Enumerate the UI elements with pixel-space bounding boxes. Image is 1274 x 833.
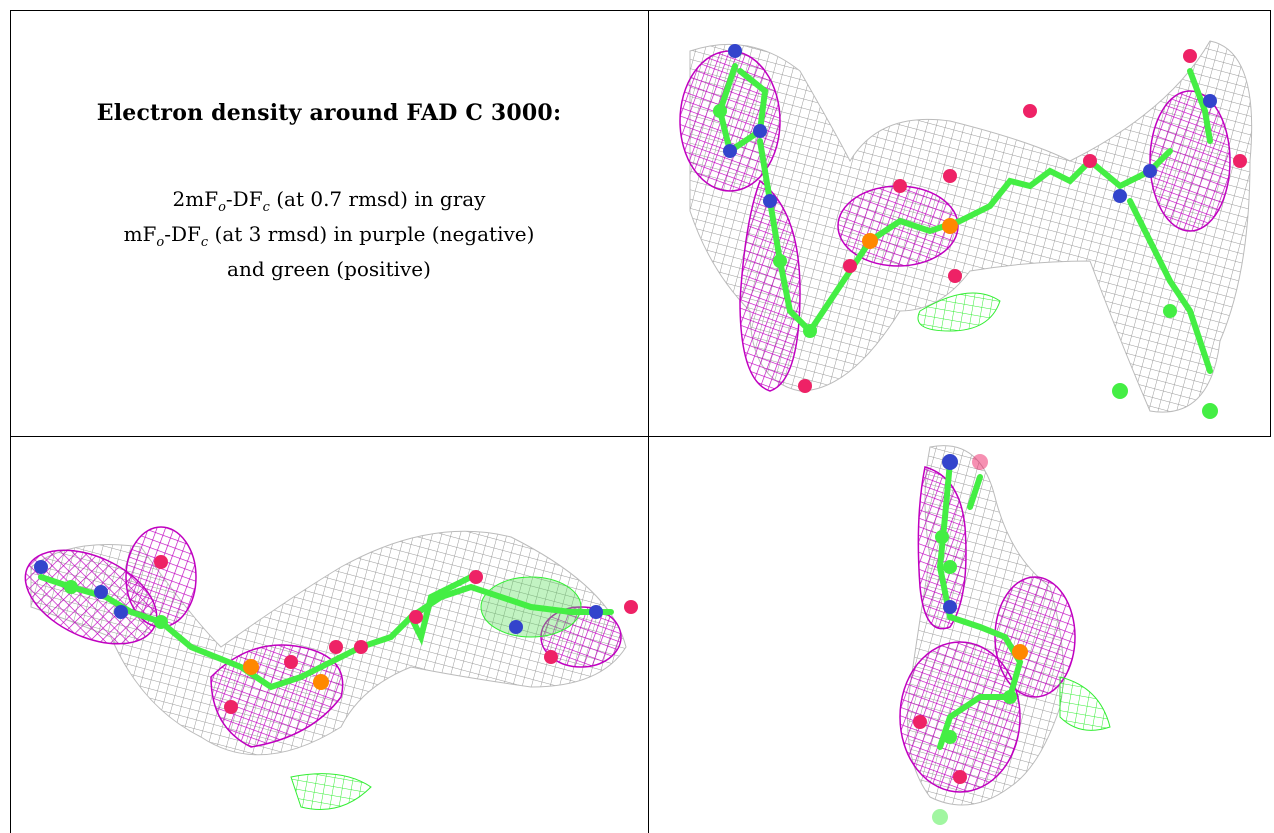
legend-line-positive: and green (positive) xyxy=(227,257,431,281)
fad-bonds xyxy=(38,574,614,691)
fad-density-view-2 xyxy=(11,437,647,832)
fad-bonds xyxy=(936,459,1024,750)
positive-density-blob xyxy=(917,292,1001,332)
caption-legend: 2mFo-DFc (at 0.7 rmsd) in gray mFo-DFc (… xyxy=(124,186,535,282)
negative-density-blob xyxy=(994,576,1076,698)
table-right-border xyxy=(1270,10,1271,436)
legend-line-fofc: mFo-DFc (at 3 rmsd) in purple (negative) xyxy=(123,222,535,250)
table-center-border xyxy=(648,10,649,833)
table-top-border xyxy=(10,10,1271,11)
fad-atoms xyxy=(913,454,1028,825)
fad-atoms xyxy=(34,555,638,714)
caption-cell: Electron density around FAD C 3000: 2mFo… xyxy=(10,10,648,436)
table-left-border xyxy=(10,10,11,833)
negative-density-blob xyxy=(739,179,801,392)
fad-atoms xyxy=(713,44,1247,419)
negative-density-blob xyxy=(899,641,1021,793)
legend-line-2fofc: 2mFo-DFc (at 0.7 rmsd) in gray xyxy=(172,187,486,215)
mesh-2fofc xyxy=(689,40,1253,413)
fad-density-view-3 xyxy=(650,437,1270,832)
figure-table: Electron density around FAD C 3000: 2mFo… xyxy=(10,10,1271,833)
table-middle-border xyxy=(10,436,1271,437)
caption-title: Electron density around FAD C 3000: xyxy=(96,100,562,126)
fad-bonds xyxy=(716,63,1213,374)
fad-density-view-1 xyxy=(650,11,1269,435)
positive-density-blob xyxy=(1059,676,1111,731)
positive-density-blob xyxy=(290,773,372,810)
